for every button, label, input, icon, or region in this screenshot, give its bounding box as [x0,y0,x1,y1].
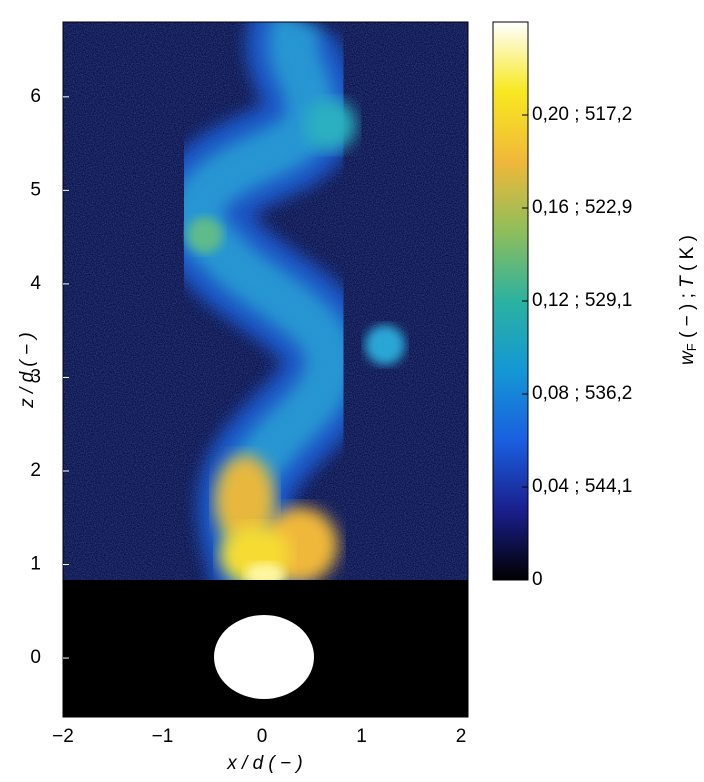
y-tick-label: 4 [30,273,41,294]
y-axis-label: z / d ( − ) [17,332,38,409]
x-tick-label: −1 [152,726,174,747]
y-tick-label: 3 [30,366,41,387]
colorbar-tick-label: 0,12 ; 529,1 [532,290,632,311]
y-tick-label: 6 [30,86,41,107]
x-tick-label: 1 [356,726,367,747]
cylinder [214,615,314,699]
colorbar-label: wF ( − ) ; T ( K ) [677,235,699,365]
image [63,22,468,717]
plot-frame [62,21,469,718]
y-tick-label: 5 [30,179,41,200]
colorbar-tick-label: 0,08 ; 536,2 [532,383,632,404]
y-tick-label: 0 [30,647,41,668]
colorbar-tick-label: 0,16 ; 522,9 [532,197,632,218]
label-part: w [677,350,698,365]
plume [150,22,405,580]
label-part: ( K ) [677,235,698,276]
x-tick-label: 2 [456,726,467,747]
label-part: ( − ) ; [677,288,698,343]
y-tick-label: 1 [30,554,41,575]
colorbar-tick-label: 0,20 ; 517,2 [532,104,632,125]
x-tick-label: 0 [257,726,268,747]
y-tick-label: 2 [30,460,41,481]
colorbar-tick-label: 0 [532,569,543,590]
x-axis-label: x / d ( − ) [226,753,303,774]
label-part: F [684,343,699,351]
x-tick-label: −2 [52,726,74,747]
label-part: T [677,275,698,288]
colorbar-tick-label: 0,04 ; 544,1 [532,476,632,497]
